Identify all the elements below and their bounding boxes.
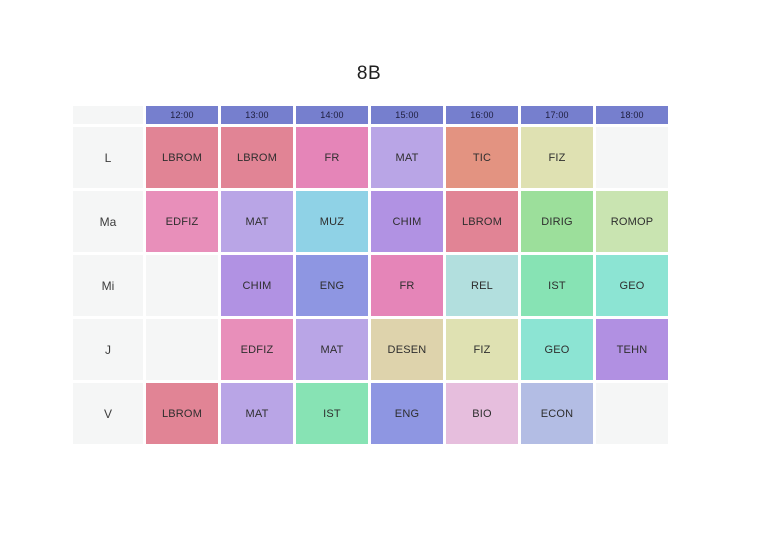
subject-cell: MAT bbox=[221, 191, 293, 252]
empty-cell bbox=[596, 383, 668, 444]
subject-cell: ENG bbox=[371, 383, 443, 444]
subject-cell: LBROM bbox=[446, 191, 518, 252]
page-title: 8B bbox=[356, 63, 382, 84]
time-header: 16:00 bbox=[446, 106, 518, 124]
subject-cell: ECON bbox=[521, 383, 593, 444]
day-label: V bbox=[73, 383, 143, 444]
subject-cell: FIZ bbox=[521, 127, 593, 188]
subject-cell: LBROM bbox=[221, 127, 293, 188]
subject-cell: MAT bbox=[371, 127, 443, 188]
day-label: J bbox=[73, 319, 143, 380]
day-label: L bbox=[73, 127, 143, 188]
time-header: 18:00 bbox=[596, 106, 668, 124]
subject-cell: DESEN bbox=[371, 319, 443, 380]
time-header: 13:00 bbox=[221, 106, 293, 124]
timetable-grid: 12:00 13:00 14:00 15:00 16:00 17:00 18:00 L LBR… bbox=[70, 103, 671, 447]
subject-cell: CHIM bbox=[221, 255, 293, 316]
day-label: Ma bbox=[73, 191, 143, 252]
subject-cell: EDFIZ bbox=[146, 191, 218, 252]
subject-cell: IST bbox=[296, 383, 368, 444]
subject-cell: TIC bbox=[446, 127, 518, 188]
empty-cell bbox=[146, 255, 218, 316]
subject-cell: LBROM bbox=[146, 383, 218, 444]
subject-cell: IST bbox=[521, 255, 593, 316]
day-row: J EDFIZ MAT DESEN FIZ GEO TEHN bbox=[73, 319, 668, 380]
subject-cell: TEHN bbox=[596, 319, 668, 380]
subject-cell: BIO bbox=[446, 383, 518, 444]
subject-cell: ENG bbox=[296, 255, 368, 316]
subject-cell: LBROM bbox=[146, 127, 218, 188]
empty-cell bbox=[596, 127, 668, 188]
empty-cell bbox=[146, 319, 218, 380]
subject-cell: DIRIG bbox=[521, 191, 593, 252]
time-header: 12:00 bbox=[146, 106, 218, 124]
corner-cell bbox=[73, 106, 143, 124]
time-header: 17:00 bbox=[521, 106, 593, 124]
subject-cell: MAT bbox=[221, 383, 293, 444]
day-label: Mi bbox=[73, 255, 143, 316]
time-header-row: 12:00 13:00 14:00 15:00 16:00 17:00 18:00 bbox=[73, 106, 668, 124]
day-row: V LBROM MAT IST ENG BIO ECON bbox=[73, 383, 668, 444]
subject-cell: GEO bbox=[596, 255, 668, 316]
subject-cell: FIZ bbox=[446, 319, 518, 380]
subject-cell: FR bbox=[371, 255, 443, 316]
time-header: 15:00 bbox=[371, 106, 443, 124]
subject-cell: REL bbox=[446, 255, 518, 316]
time-header: 14:00 bbox=[296, 106, 368, 124]
subject-cell: GEO bbox=[521, 319, 593, 380]
subject-cell: MAT bbox=[296, 319, 368, 380]
subject-cell: ROMOP bbox=[596, 191, 668, 252]
day-row: Ma EDFIZ MAT MUZ CHIM LBROM DIRIG ROMOP bbox=[73, 191, 668, 252]
day-row: L LBROM LBROM FR MAT TIC FIZ bbox=[73, 127, 668, 188]
subject-cell: EDFIZ bbox=[221, 319, 293, 380]
day-row: Mi CHIM ENG FR REL IST GEO bbox=[73, 255, 668, 316]
subject-cell: FR bbox=[296, 127, 368, 188]
subject-cell: CHIM bbox=[371, 191, 443, 252]
subject-cell: MUZ bbox=[296, 191, 368, 252]
